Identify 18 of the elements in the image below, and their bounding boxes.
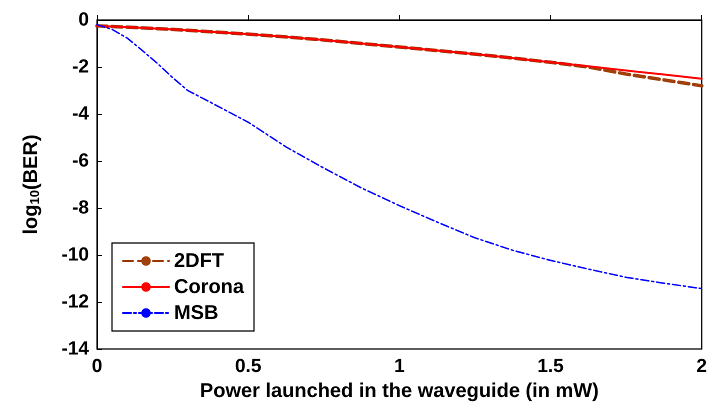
x-tick-label: 0.5 (234, 356, 262, 377)
y-tick-label: -4 (72, 104, 90, 124)
x-tick-label: 0 (92, 356, 102, 377)
y-tick-label: 0 (78, 10, 89, 30)
x-tick-label: 1.5 (537, 356, 564, 377)
legend-label: Corona (174, 276, 245, 298)
legend-label: 2DFT (174, 250, 224, 272)
y-tick-label: -8 (72, 198, 89, 218)
x-tick-label: 2 (696, 356, 708, 377)
y-tick-label: -10 (62, 244, 89, 266)
y-tick-label: -14 (62, 338, 90, 360)
x-tick-label: 1 (394, 356, 406, 377)
y-tick-label: -12 (62, 292, 89, 312)
y-tick-label: -2 (72, 56, 89, 78)
legend-label: MSB (174, 302, 218, 324)
x-axis-title: Power launched in the waveguide (in mW) (200, 380, 599, 402)
y-axis-title: log10(BER) (20, 134, 42, 235)
y-tick-label: -6 (72, 150, 89, 172)
